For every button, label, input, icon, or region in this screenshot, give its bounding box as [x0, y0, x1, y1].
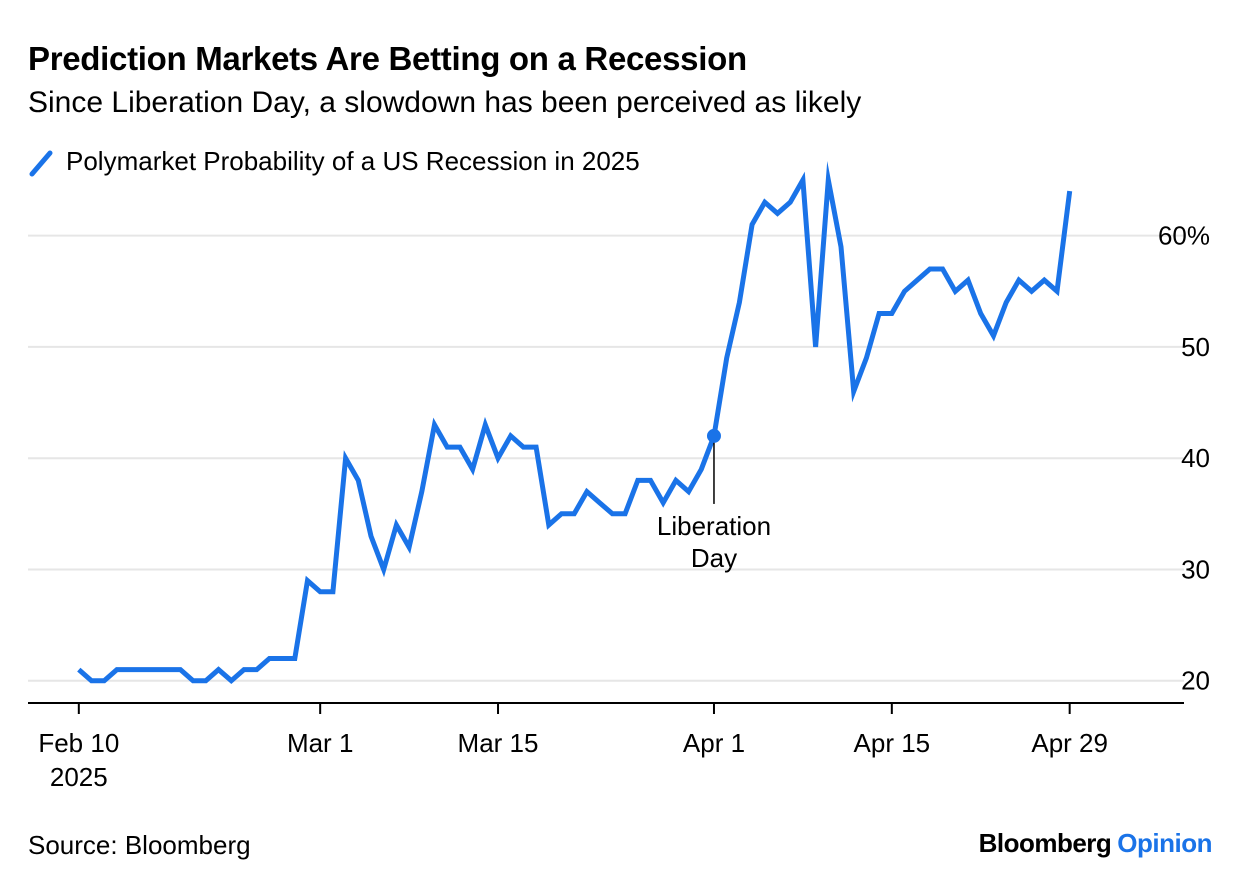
annotation-marker	[706, 428, 721, 443]
annotation-label: Day	[691, 543, 737, 573]
x-tick-label: Mar 15	[458, 728, 539, 758]
chart-subtitle: Since Liberation Day, a slowdown has bee…	[28, 86, 862, 119]
y-tick-label: 40	[1181, 443, 1210, 473]
series-layer	[77, 161, 1073, 685]
x-tick-label: Mar 1	[287, 728, 353, 758]
chart-title: Prediction Markets Are Betting on a Rece…	[28, 40, 747, 77]
source-note: Source: Bloomberg	[28, 830, 251, 860]
series-line	[77, 161, 1073, 685]
y-tick-label: 60%	[1158, 221, 1210, 251]
x-tick-label: Apr 29	[1031, 728, 1108, 758]
y-axis-labels: 20 30 40 50 60%	[1158, 221, 1210, 696]
x-tick-label: Apr 15	[854, 728, 931, 758]
x-tick-label: Feb 10	[38, 728, 119, 758]
brand-logo: Bloomberg Opinion	[978, 828, 1213, 859]
x-axis	[28, 702, 1184, 714]
y-tick-label: 20	[1181, 666, 1210, 696]
legend-swatch-icon	[29, 150, 53, 176]
x-tick-sublabel: 2025	[50, 762, 108, 792]
grid-lines	[28, 234, 1184, 682]
legend: Polymarket Probability of a US Recession…	[28, 146, 640, 177]
y-tick-label: 30	[1181, 554, 1210, 584]
legend-label: Polymarket Probability of a US Recession…	[66, 146, 640, 176]
annotation-label: Liberation	[657, 511, 771, 541]
brand-section: Opinion	[1117, 828, 1212, 858]
x-tick-label: Apr 1	[683, 728, 745, 758]
x-axis-labels: Feb 10 2025 Mar 1 Mar 15 Apr 1 Apr 15 Apr 29	[38, 728, 1108, 792]
y-tick-label: 50	[1181, 332, 1210, 362]
brand-name: Bloomberg	[978, 828, 1112, 858]
